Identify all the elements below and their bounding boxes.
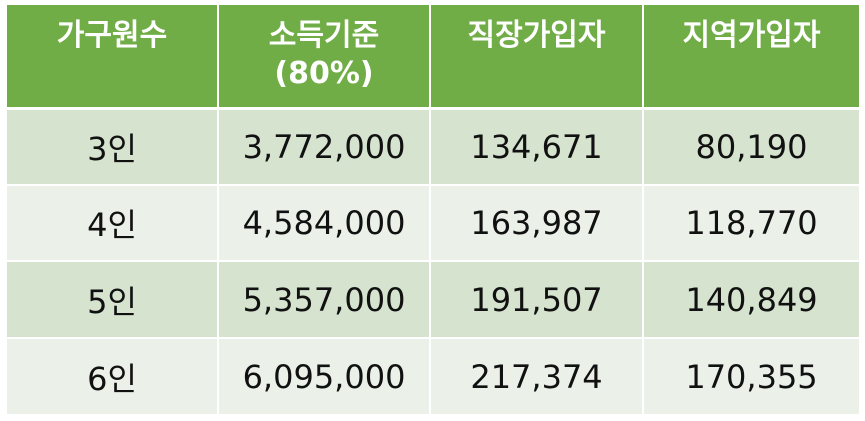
table-cell: 5,357,000	[219, 262, 431, 339]
header-income-standard-sublabel: (80%)	[274, 56, 374, 91]
header-household-size: 가구원수	[7, 5, 219, 110]
table-cell: 118,770	[644, 186, 859, 262]
table-cell: 3,772,000	[219, 110, 431, 186]
table-cell: 6,095,000	[219, 339, 431, 416]
table-cell: 163,987	[431, 186, 644, 262]
header-income-standard-label: 소득기준	[268, 18, 380, 53]
table-cell: 4,584,000	[219, 186, 431, 262]
table-cell: 80,190	[644, 110, 859, 186]
table-cell: 191,507	[431, 262, 644, 339]
header-regional-subscriber-label: 지역가입자	[682, 18, 821, 53]
table-cell: 5인	[7, 262, 219, 339]
table-cell: 6인	[7, 339, 219, 416]
header-income-standard: 소득기준 (80%)	[219, 5, 431, 110]
table-cell: 140,849	[644, 262, 859, 339]
header-employee-subscriber-label: 직장가입자	[467, 18, 606, 53]
table-cell: 170,355	[644, 339, 859, 416]
header-employee-subscriber: 직장가입자	[431, 5, 644, 110]
table-cell: 217,374	[431, 339, 644, 416]
income-table: 가구원수 소득기준 (80%) 직장가입자 지역가입자 3인 3,772,000…	[7, 5, 859, 416]
header-household-size-label: 가구원수	[56, 18, 168, 53]
table-cell: 4인	[7, 186, 219, 262]
header-regional-subscriber: 지역가입자	[644, 5, 859, 110]
table-cell: 134,671	[431, 110, 644, 186]
table-cell: 3인	[7, 110, 219, 186]
